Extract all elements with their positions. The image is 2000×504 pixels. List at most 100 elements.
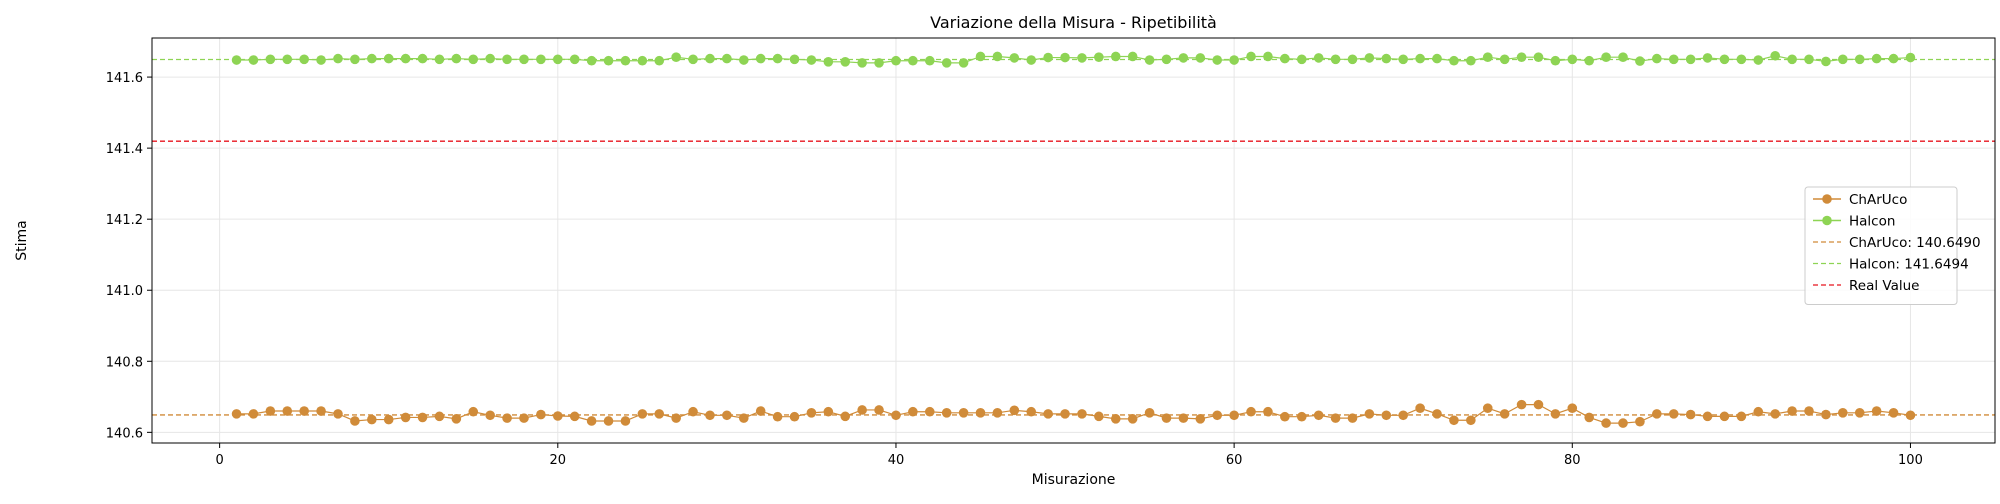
data-point [654, 409, 665, 419]
data-point [1668, 409, 1679, 419]
data-point [1246, 51, 1256, 62]
data-point [1161, 413, 1172, 423]
data-point [519, 413, 529, 423]
data-point [671, 52, 681, 62]
data-point [367, 414, 377, 425]
data-point [1415, 53, 1425, 64]
data-point [1871, 406, 1882, 416]
data-point [417, 53, 428, 64]
legend-item: ChArUco: 140.6490 [1813, 235, 1981, 251]
data-point [1009, 53, 1020, 63]
data-point [350, 54, 360, 65]
series-line [236, 404, 1911, 424]
data-point [417, 412, 428, 423]
data-point [1026, 406, 1037, 417]
legend-item: ChArUco [1813, 192, 1907, 208]
legend-label: Halcon: 141.6494 [1849, 257, 1969, 273]
data-point [1296, 411, 1307, 422]
data-point [1668, 54, 1679, 65]
data-point [1449, 415, 1459, 426]
y-axis: 140.6 140.8 141.0 141.2 141.4 141.6 [106, 71, 152, 441]
data-point [1702, 411, 1713, 422]
data-point [468, 406, 479, 417]
data-point [1330, 413, 1341, 423]
data-point [705, 410, 715, 421]
data-point [248, 409, 259, 419]
legend-marker [1822, 215, 1832, 226]
data-point [383, 53, 394, 64]
data-point [654, 55, 665, 66]
data-point [1094, 52, 1104, 62]
data-point [738, 55, 749, 65]
data-point [248, 55, 259, 65]
data-point [1584, 55, 1595, 66]
x-tick-label: 80 [1564, 453, 1581, 468]
data-point [1127, 414, 1138, 424]
data-point [1821, 409, 1831, 420]
y-tick-label: 141.6 [106, 71, 143, 86]
data-point [806, 55, 817, 65]
data-point [908, 406, 918, 417]
data-point [840, 411, 851, 422]
data-point [1229, 55, 1239, 65]
data-point [637, 409, 648, 419]
series-charuco [231, 399, 1916, 428]
data-point [1466, 415, 1476, 426]
data-point [755, 53, 766, 64]
data-point [1398, 410, 1409, 421]
data-point [485, 53, 495, 64]
data-point [1787, 406, 1797, 416]
data-point [333, 53, 343, 64]
data-point [1127, 51, 1138, 62]
data-point [1838, 54, 1848, 65]
data-point [367, 53, 377, 64]
data-point [316, 55, 326, 65]
data-point [975, 408, 986, 418]
x-tick-label: 20 [550, 453, 567, 468]
data-point [485, 410, 495, 421]
data-point [924, 406, 935, 417]
x-axis-title: Misurazione [1032, 472, 1116, 488]
data-point [1854, 408, 1865, 418]
data-point [789, 54, 800, 65]
data-point [1905, 52, 1916, 63]
data-point [434, 411, 445, 422]
data-point [1804, 406, 1814, 416]
data-point [1195, 53, 1206, 63]
data-point [1043, 409, 1053, 419]
data-point [1719, 411, 1730, 422]
data-point [1567, 403, 1578, 413]
y-tick-label: 140.8 [106, 355, 143, 370]
series [231, 50, 1916, 428]
data-point [688, 54, 698, 65]
data-point [1432, 409, 1442, 419]
data-point [1296, 54, 1307, 65]
data-point [1533, 399, 1544, 410]
data-point [1550, 55, 1561, 66]
data-point [1466, 55, 1476, 66]
data-point [1043, 52, 1053, 63]
grid [152, 38, 1995, 443]
data-point [265, 54, 276, 65]
y-axis-title: Stima [14, 220, 30, 260]
data-point [1601, 52, 1611, 62]
data-point [637, 55, 648, 66]
data-point [552, 411, 563, 421]
data-point [705, 53, 715, 64]
data-point [975, 51, 986, 62]
data-point [874, 405, 884, 415]
data-point [1364, 53, 1375, 63]
data-point [265, 406, 276, 416]
data-point [552, 54, 563, 65]
data-point [1347, 54, 1358, 65]
data-point [1770, 50, 1780, 61]
data-point [1212, 55, 1223, 65]
data-point [1077, 53, 1087, 63]
data-point [1719, 54, 1730, 65]
legend-label: ChArUco [1849, 192, 1907, 208]
data-point [1482, 52, 1493, 62]
data-point [333, 409, 343, 419]
data-point [400, 412, 411, 423]
x-axis: 0 20 40 60 80 100 [215, 443, 1923, 468]
series-halcon [231, 50, 1916, 68]
